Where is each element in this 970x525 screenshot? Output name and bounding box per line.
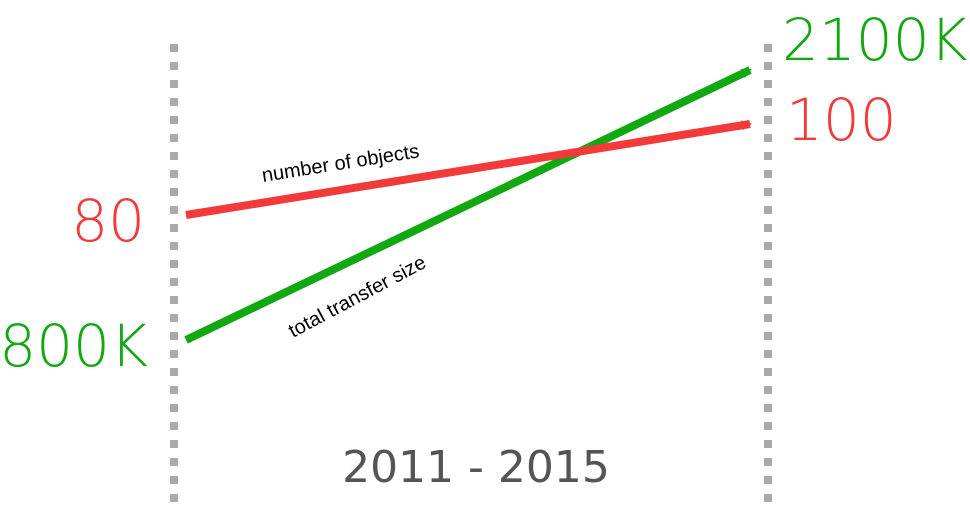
value-label-transfer-start: 800K — [0, 312, 148, 380]
value-label-transfer-end: 2100K — [782, 6, 968, 74]
series-line-number-of-objects — [185, 120, 752, 219]
series-line-total-transfer-size — [184, 66, 752, 344]
value-label-objects-end: 100 — [786, 86, 897, 154]
period-label: 2011 - 2015 — [342, 442, 610, 493]
series-name-total-transfer-size: total transfer size — [285, 251, 430, 342]
value-label-objects-start: 80 — [71, 187, 145, 255]
